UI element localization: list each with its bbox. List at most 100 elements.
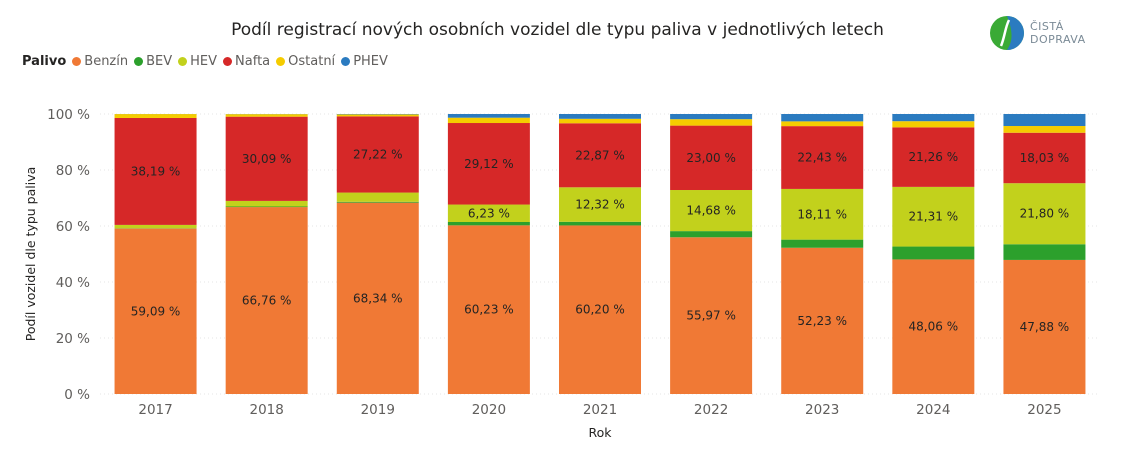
data-label: 23,00 % [686,151,736,165]
legend-item-hev[interactable]: HEV [178,54,217,69]
legend-label: Ostatní [288,54,336,69]
bar-segment-bev-2021 [559,221,641,226]
bar-segment-nafta-2018 [225,116,308,201]
bar-segment-nafta-2023 [781,126,864,189]
data-label: 48,06 % [909,320,959,334]
bar-segment-ostatní-2024 [892,121,975,128]
x-axis-title: Rok [588,425,612,440]
bar-segment-ostatní-2023 [781,121,864,127]
data-label: 22,87 % [575,148,625,162]
data-label: 59,09 % [131,304,181,318]
bar-segment-nafta-2021 [559,123,641,188]
bar-segment-benzín-2021 [559,225,641,394]
data-label: 21,31 % [909,210,959,224]
data-label: 29,12 % [464,157,514,171]
legend-swatch-icon [223,57,233,66]
bar-segment-nafta-2020 [447,123,530,205]
bar-segment-nafta-2017 [114,117,197,225]
y-tick-label: 0 % [64,387,90,403]
y-axis-title: Podíl vozidel dle typu paliva [23,167,38,342]
legend-label: HEV [190,54,218,69]
legend-title: Palivo [22,54,67,69]
x-tick-label: 2023 [805,402,839,418]
road-leaf-icon [990,16,1024,50]
bar-segment-phev-2023 [781,114,864,122]
x-tick-label: 2022 [694,402,728,418]
bar-segment-benzín-2025 [1003,259,1086,394]
data-label: 55,97 % [686,309,736,323]
bar-segment-hev-2022 [670,190,753,232]
bar-segment-nafta-2024 [892,127,975,187]
legend-label: Benzín [84,54,129,69]
bar-segment-bev-2025 [1003,244,1086,260]
data-label: 18,11 % [797,207,847,221]
bar-segment-phev-2021 [559,114,641,119]
x-tick-label: 2018 [249,402,283,418]
y-tick-label: 100 % [47,107,90,123]
data-label: 6,23 % [468,206,510,220]
y-tick-label: 20 % [56,331,90,347]
legend-swatch-icon [134,57,144,66]
bar-segment-bev-2020 [447,221,530,226]
bar-segment-ostatní-2019 [336,114,419,117]
data-label: 21,26 % [909,150,959,164]
x-tick-label: 2024 [916,402,950,418]
legend-item-ostatni[interactable]: Ostatní [276,54,335,69]
logo-line-1: ČISTÁ [1030,20,1064,33]
data-label: 60,23 % [464,303,514,317]
data-label: 60,20 % [575,303,625,317]
logo-line-2: DOPRAVA [1030,33,1086,46]
data-label: 27,22 % [353,147,403,161]
data-label: 14,68 % [686,204,736,218]
bar-segment-nafta-2022 [670,125,753,191]
bar-segment-hev-2024 [892,186,975,247]
data-label: 66,76 % [242,294,292,308]
bar-segment-hev-2023 [781,188,864,240]
legend-swatch-icon [341,57,351,66]
bar-segment-ostatní-2022 [670,119,753,126]
bar-segment-bev-2022 [670,231,753,238]
legend-item-nafta[interactable]: Nafta [223,54,270,69]
data-label: 38,19 % [131,164,181,178]
bar-segment-ostatní-2025 [1003,126,1086,133]
bar-segment-benzín-2023 [781,247,864,394]
legend: Palivo Benzín BEV HEV Nafta Ostatní PHEV [22,54,394,69]
chart-title: Podíl registrací nových osobních vozidel… [231,20,884,40]
bar-segment-benzín-2020 [447,225,530,394]
y-tick-label: 60 % [56,219,90,235]
bar-segment-ostatní-2018 [225,114,308,117]
data-label: 18,03 % [1020,151,1070,165]
x-tick-label: 2025 [1027,402,1061,418]
bar-segment-benzín-2024 [892,259,975,394]
bar-segment-hev-2018 [225,200,308,207]
legend-swatch-icon [178,57,188,66]
bar-segment-bev-2019 [336,201,419,203]
bar-segment-bev-2023 [781,239,864,248]
bar-segment-benzín-2022 [670,237,753,394]
bar-segment-hev-2021 [559,187,641,222]
cista-doprava-logo: ČISTÁ DOPRAVA [988,14,1108,54]
bar-segment-hev-2017 [114,224,197,229]
data-label: 68,34 % [353,291,403,305]
bar-segment-nafta-2025 [1003,132,1086,184]
bar-segment-phev-2020 [447,114,530,118]
x-tick-label: 2019 [361,402,395,418]
legend-swatch-icon [276,57,286,66]
bar-segment-hev-2020 [447,204,530,222]
bar-segment-phev-2024 [892,114,975,122]
legend-label: BEV [146,54,173,69]
legend-label: PHEV [353,54,388,69]
x-tick-label: 2020 [472,402,506,418]
legend-item-phev[interactable]: PHEV [341,54,388,69]
bar-segment-ostatní-2017 [114,114,197,118]
legend-item-bev[interactable]: BEV [134,54,172,69]
bar-segment-phev-2025 [1003,114,1086,127]
legend-swatch-icon [72,57,82,66]
data-label: 30,09 % [242,152,292,166]
bar-segment-benzín-2019 [336,202,419,394]
data-label: 47,88 % [1020,320,1070,334]
legend-item-benzin[interactable]: Benzín [72,54,128,69]
bar-segment-hev-2025 [1003,183,1086,245]
legend-label: Nafta [235,54,271,69]
data-label: 21,80 % [1020,207,1070,221]
